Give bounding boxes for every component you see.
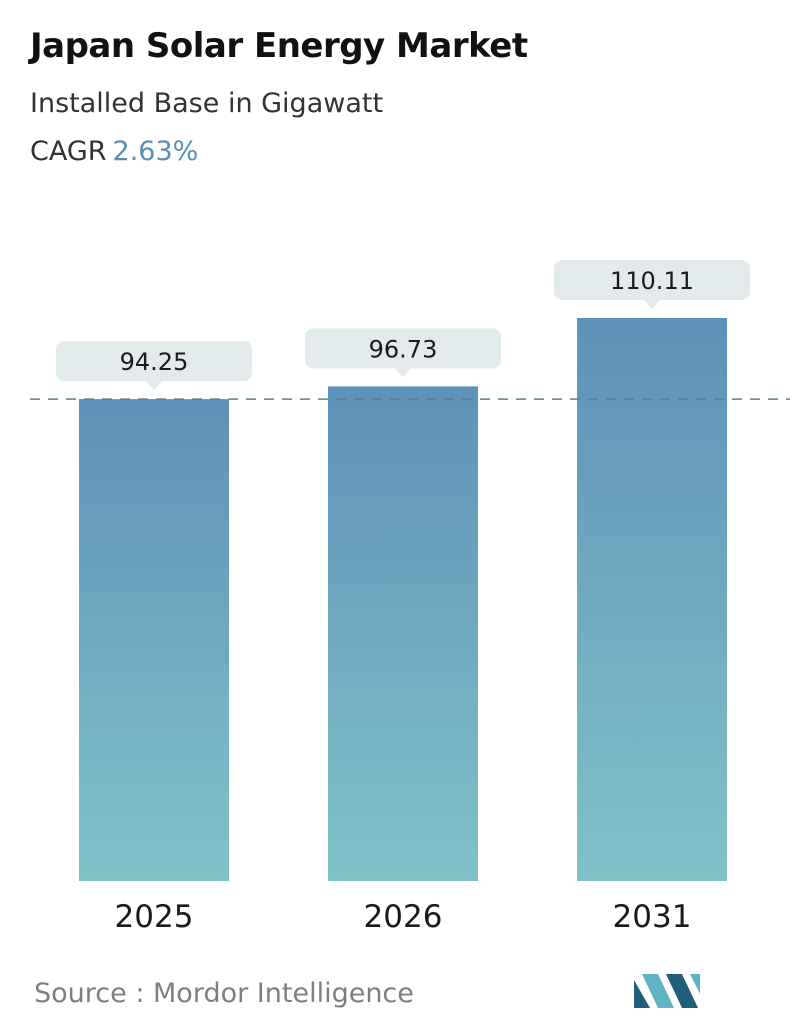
source-name: Mordor Intelligence: [153, 978, 414, 1009]
value-label-2031: 110.11: [554, 260, 750, 309]
value-label-2025: 94.25: [56, 341, 252, 391]
value-label-text: 94.25: [120, 348, 189, 376]
bar-2025: [79, 399, 229, 881]
value-label-pointer: [395, 368, 411, 378]
bar-chart: 94.25 2025 96.73 2026 110.11 2031: [30, 260, 790, 935]
category-label-2025: 2025: [115, 899, 194, 935]
value-label-box: [305, 328, 501, 369]
bar-2026: [328, 386, 478, 881]
cagr-value: 2.63%: [112, 136, 199, 167]
source-note: Source : Mordor Intelligence: [34, 978, 414, 1009]
value-label-text: 96.73: [369, 335, 438, 363]
value-label-pointer: [644, 300, 660, 309]
chart-subtitle: Installed Base in Gigawatt: [30, 88, 384, 119]
category-label-2026: 2026: [364, 899, 443, 935]
source-label: Source :: [34, 978, 145, 1009]
bar-2031: [577, 318, 727, 881]
value-label-text: 110.11: [610, 267, 694, 295]
value-label-pointer: [146, 381, 162, 391]
category-label-2031: 2031: [613, 899, 692, 935]
cagr-line: CAGR 2.63%: [30, 136, 198, 167]
value-label-box: [56, 341, 252, 382]
cagr-label: CAGR: [30, 136, 107, 167]
value-label-2026: 96.73: [305, 328, 501, 378]
value-label-box: [554, 260, 750, 300]
mordor-intelligence-logo-icon: [634, 974, 700, 1008]
chart-title: Japan Solar Energy Market: [30, 26, 528, 66]
